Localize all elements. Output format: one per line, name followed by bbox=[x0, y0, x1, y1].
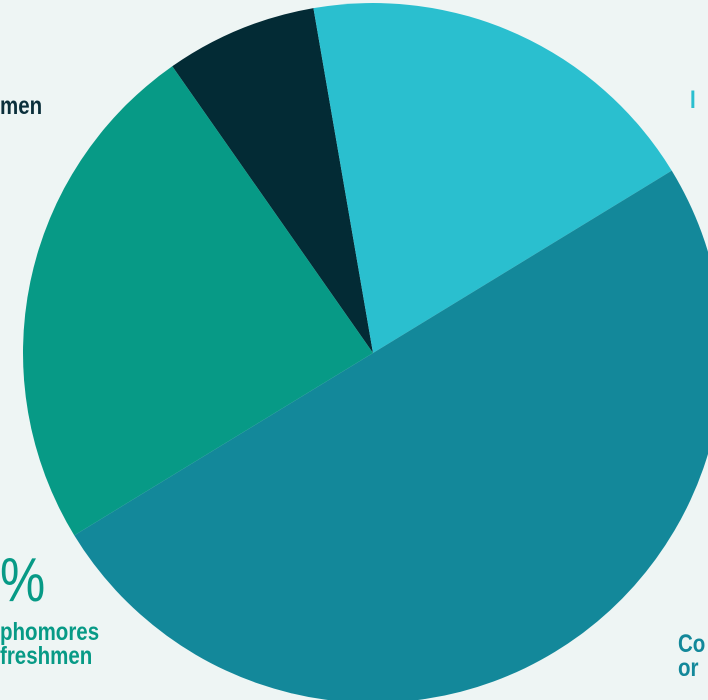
label-sophomores-line2: freshmen bbox=[0, 642, 93, 670]
label-men-partial: men bbox=[0, 92, 43, 120]
label-right-top-partial: I bbox=[690, 86, 696, 114]
pie-slice-2 bbox=[313, 3, 672, 354]
label-sophomores-line1: phomores bbox=[0, 618, 100, 646]
label-sophomores-freshmen: phomores freshmen bbox=[0, 618, 100, 670]
label-co-line1: Co bbox=[678, 630, 706, 658]
pie-slice-3 bbox=[74, 170, 708, 700]
label-percent-partial: % bbox=[0, 546, 46, 615]
label-co-line2: or bbox=[678, 654, 699, 682]
pie-slice-1 bbox=[172, 8, 373, 353]
pie-slice-4 bbox=[23, 66, 374, 536]
label-co-partial: Co or bbox=[678, 630, 706, 682]
